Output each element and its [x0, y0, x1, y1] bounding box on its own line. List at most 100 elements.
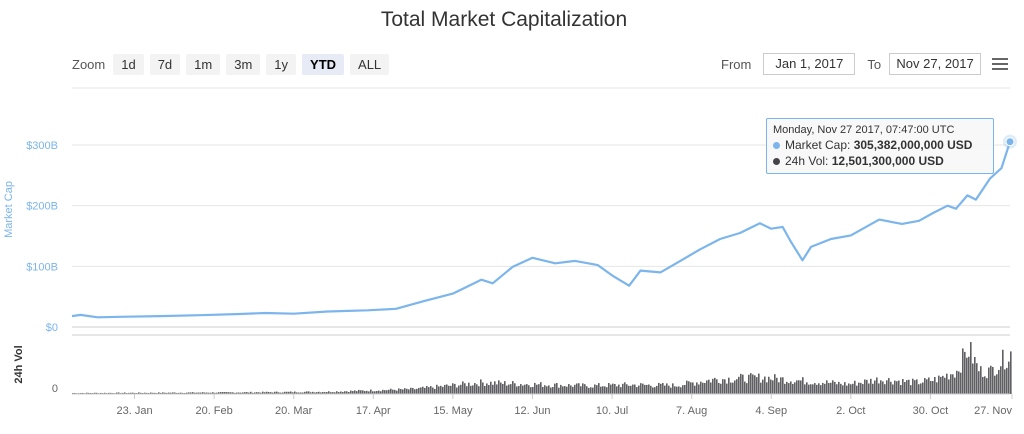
volume-bar	[364, 391, 366, 394]
volume-bar	[468, 382, 470, 394]
zoom-all-button[interactable]: ALL	[350, 53, 390, 75]
volume-bar	[322, 391, 324, 394]
volume-bar	[390, 388, 392, 394]
volume-bar	[628, 385, 630, 394]
zoom-3m-button[interactable]: 3m	[226, 53, 261, 75]
volume-bar	[782, 377, 784, 394]
volume-bar	[670, 387, 672, 394]
volume-bar	[862, 384, 864, 394]
volume-bar	[792, 383, 794, 394]
x-tick-label: 20. Feb	[195, 405, 232, 417]
volume-bar	[668, 385, 670, 394]
volume-bar	[254, 392, 256, 394]
axes	[72, 393, 1013, 399]
volume-bar	[226, 392, 228, 394]
volume-bar	[182, 392, 184, 394]
volume-bar	[638, 385, 640, 394]
volume-bar	[432, 387, 434, 394]
volume-bar	[726, 383, 728, 394]
volume-bar	[534, 382, 536, 394]
volume-bar	[790, 381, 792, 394]
hamburger-menu-icon[interactable]	[992, 58, 1008, 72]
volume-bar	[546, 386, 548, 394]
volume-bar	[722, 379, 724, 394]
volume-bar	[614, 384, 616, 394]
volume-bar	[754, 375, 756, 394]
volume-bar	[498, 380, 500, 394]
volume-bar	[662, 382, 664, 394]
volume-bar	[988, 367, 990, 394]
volume-bar	[440, 385, 442, 394]
volume-bar	[642, 383, 644, 394]
volume-bar	[1006, 367, 1008, 394]
volume-bar	[374, 391, 376, 394]
to-label: To	[867, 56, 882, 72]
volume-bar	[812, 384, 814, 394]
volume-bar	[336, 391, 338, 394]
volume-bar	[944, 377, 946, 394]
volume-bar	[270, 392, 272, 394]
chart-title: Total Market Capitalization	[380, 8, 628, 31]
zoom-7d-button[interactable]: 7d	[149, 53, 181, 75]
volume-bar	[574, 384, 576, 394]
volume-bar	[564, 386, 566, 394]
x-tick-label: 30. Oct	[913, 405, 948, 417]
volume-bar	[872, 383, 874, 394]
volume-bar	[818, 383, 820, 394]
volume-bar	[568, 384, 570, 394]
volume-bar	[780, 377, 782, 394]
zoom-1y-button[interactable]: 1y	[266, 53, 297, 75]
volume-bar	[380, 391, 382, 394]
volume-bar	[718, 382, 720, 394]
volume-bar	[434, 388, 436, 394]
x-tick-label: 15. May	[433, 405, 473, 417]
volume-bar	[886, 380, 888, 394]
volume-bar	[508, 384, 510, 394]
volume-bar	[622, 383, 624, 394]
volume-bar	[196, 392, 198, 394]
volume-bar	[660, 383, 662, 394]
volume-bar	[892, 384, 894, 394]
volume-bar	[438, 386, 440, 394]
volume-bar	[522, 385, 524, 394]
volume-bar	[352, 391, 354, 394]
volume-bar	[854, 380, 856, 394]
volume-bar	[946, 373, 948, 394]
volume-bar	[384, 390, 386, 394]
volume-bar	[998, 369, 1000, 394]
volume-bar	[992, 366, 994, 394]
volume-bar	[332, 392, 334, 394]
zoom-1d-button[interactable]: 1d	[113, 53, 144, 75]
volume-bar	[424, 387, 426, 394]
volume-bar	[898, 380, 900, 394]
volume-bar	[218, 392, 220, 394]
x-tick-label: 2. Oct	[836, 405, 865, 417]
volume-bar	[588, 387, 590, 394]
volume-bar	[334, 392, 336, 394]
x-tick-label: 17. Apr	[356, 405, 391, 417]
zoom-ytd-button[interactable]: YTD	[302, 53, 345, 75]
volume-bar	[1008, 361, 1010, 394]
volume-bar	[138, 392, 140, 394]
volume-bar	[342, 391, 344, 394]
volume-bar	[876, 377, 878, 394]
volume-bar	[834, 382, 836, 394]
volume-bar	[844, 382, 846, 394]
x-tick-label: 20. Mar	[275, 405, 313, 417]
volume-bar	[538, 384, 540, 394]
volume-bar	[558, 387, 560, 394]
from-date-input[interactable]: Jan 1, 2017	[763, 53, 856, 75]
volume-bar	[776, 377, 778, 394]
volume-bar	[804, 384, 806, 394]
volume-bar	[848, 383, 850, 394]
zoom-1m-button[interactable]: 1m	[186, 53, 221, 75]
to-date-input[interactable]: Nov 27, 2017	[889, 53, 982, 75]
volume-bar	[570, 385, 572, 394]
volume-bar	[640, 383, 642, 394]
volume-bar	[810, 384, 812, 394]
volume-bar	[466, 386, 468, 394]
volume-bar	[480, 379, 482, 394]
volume-bar	[330, 392, 332, 394]
volume-bar	[194, 392, 196, 394]
market-cap-dot-icon	[773, 142, 780, 150]
